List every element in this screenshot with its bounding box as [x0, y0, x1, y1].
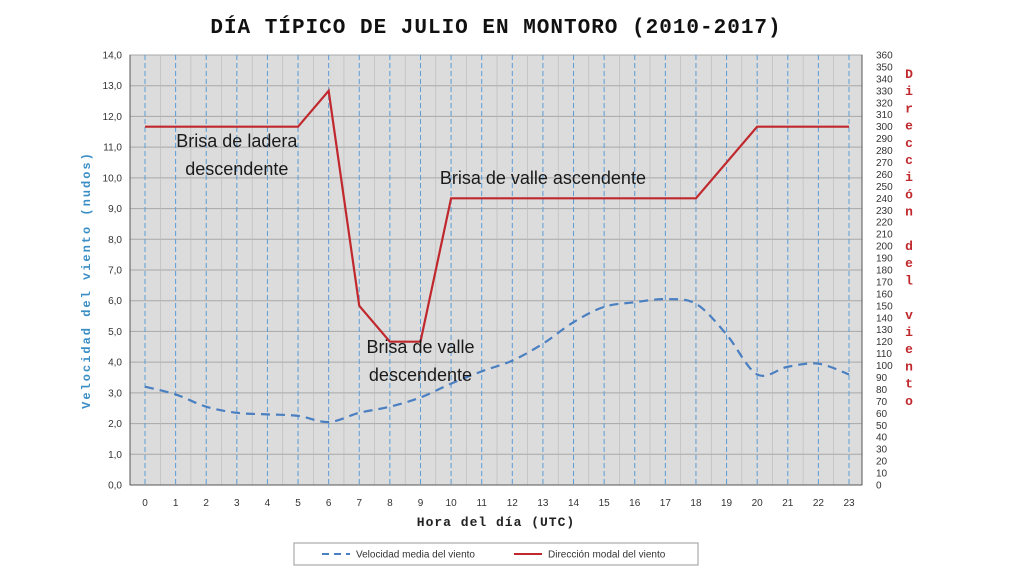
y-right-tick-label: 20 [876, 457, 888, 468]
legend-label: Dirección modal del viento [548, 550, 666, 561]
y-right-tick-label: 10 [876, 469, 888, 480]
y-right-tick-label: 60 [876, 409, 888, 420]
x-tick-label: 19 [721, 498, 733, 509]
x-tick-label: 1 [173, 498, 179, 509]
y-left-tick-label: 4,0 [108, 358, 122, 369]
y-right-tick-label: 150 [876, 301, 893, 312]
y-right-tick-label: 210 [876, 230, 893, 241]
y-right-tick-label: 280 [876, 146, 893, 157]
x-tick-label: 5 [295, 498, 301, 509]
y-left-tick-label: 0,0 [108, 481, 122, 492]
legend-box [293, 542, 699, 566]
legend: Velocidad media del viento Dirección moda… [293, 542, 699, 566]
x-axis-title: Hora del día (UTC) [417, 515, 575, 530]
y-left-tick-label: 2,0 [108, 419, 122, 430]
y-right-tick-label: 30 [876, 445, 888, 456]
y-right-tick-label: 40 [876, 433, 888, 444]
x-tick-label: 0 [142, 498, 148, 509]
y-left-tick-label: 11,0 [103, 143, 122, 154]
y-left-tick-label: 8,0 [108, 235, 122, 246]
y-right-tick-label: 200 [876, 242, 893, 253]
y-left-tick-label: 10,0 [103, 173, 123, 184]
y-left-tick-label: 6,0 [108, 296, 122, 307]
x-tick-label: 20 [752, 498, 764, 509]
x-tick-label: 21 [782, 498, 794, 509]
y-right-tick-label: 330 [876, 86, 893, 97]
annotations: Brisa de ladera descendente Brisa de valle… [176, 131, 646, 385]
annotation-label: descendente [185, 159, 288, 179]
y-left-tick-label: 5,0 [108, 327, 122, 338]
x-tick-label: 15 [599, 498, 611, 509]
x-tick-label: 16 [629, 498, 641, 509]
x-tick-label: 9 [418, 498, 424, 509]
series-line-speed [144, 298, 850, 424]
y-left-tick-label: 1,0 [108, 450, 122, 461]
y-right-tick-label: 350 [876, 62, 893, 73]
annotation-label: Brisa de valle ascendente [440, 168, 646, 188]
y-right-tick-label: 240 [876, 194, 893, 205]
y-left-tick-label: 14,0 [103, 51, 123, 62]
y-right-tick-label: 100 [876, 361, 893, 372]
x-tick-label: 14 [568, 498, 580, 509]
legend-label: Velocidad media del viento [356, 550, 475, 561]
y-left-tick-label: 13,0 [103, 81, 123, 92]
y-right-tick-label: 270 [876, 158, 893, 169]
x-tick-label: 3 [234, 498, 240, 509]
annotation-label: Brisa de valle [366, 337, 474, 357]
y-right-tick-label: 230 [876, 206, 893, 217]
y-right-tick-label: 250 [876, 182, 893, 193]
y-right-tick-label: 120 [876, 337, 893, 348]
x-tick-label: 7 [356, 498, 362, 509]
x-tick-label: 2 [203, 498, 209, 509]
y-right-tick-label: 130 [876, 325, 893, 336]
x-tick-label: 4 [265, 498, 271, 509]
y-right-tick-label: 360 [876, 51, 893, 62]
y-right-tick-label: 0 [876, 481, 882, 492]
x-tick-label: 8 [387, 498, 393, 509]
y-left-tick-label: 9,0 [108, 204, 122, 215]
annotation-label: descendente [369, 365, 472, 385]
y-left-axis-title: Velocidad del viento (nudos) [80, 151, 94, 409]
x-tick-label: 13 [537, 498, 549, 509]
axes: 0,01,02,03,04,05,06,07,08,09,010,011,012… [80, 51, 913, 531]
y-right-tick-label: 220 [876, 218, 893, 229]
x-tick-label: 22 [813, 498, 825, 509]
y-right-tick-label: 110 [876, 349, 892, 360]
chart-title: DÍA TÍPICO DE JULIO EN MONTORO (2010-201… [210, 16, 781, 40]
y-right-tick-label: 340 [876, 74, 893, 85]
y-right-tick-label: 190 [876, 254, 893, 265]
y-right-tick-label: 290 [876, 134, 893, 145]
y-left-tick-label: 12,0 [103, 112, 123, 123]
x-tick-label: 18 [690, 498, 702, 509]
y-right-tick-label: 170 [876, 277, 893, 288]
x-tick-label: 10 [446, 498, 458, 509]
y-right-tick-label: 80 [876, 385, 888, 396]
annotation-label: Brisa de ladera [176, 131, 298, 151]
series [144, 88, 850, 424]
y-right-tick-label: 160 [876, 289, 893, 300]
x-tick-label: 23 [843, 498, 855, 509]
y-right-tick-label: 140 [876, 313, 893, 324]
series-line-direction [145, 88, 849, 343]
y-right-tick-label: 50 [876, 421, 888, 432]
x-tick-label: 12 [507, 498, 519, 509]
x-tick-label: 6 [326, 498, 332, 509]
y-right-tick-label: 300 [876, 122, 893, 133]
y-right-tick-label: 310 [876, 110, 893, 121]
y-left-tick-label: 3,0 [108, 388, 122, 399]
y-right-tick-label: 70 [876, 397, 888, 408]
x-tick-label: 17 [660, 498, 672, 509]
y-right-tick-label: 180 [876, 266, 893, 277]
y-right-tick-label: 90 [876, 373, 888, 384]
x-tick-label: 11 [477, 498, 488, 509]
y-right-tick-label: 320 [876, 98, 893, 109]
y-left-tick-label: 7,0 [108, 266, 122, 277]
y-right-tick-label: 260 [876, 170, 893, 181]
